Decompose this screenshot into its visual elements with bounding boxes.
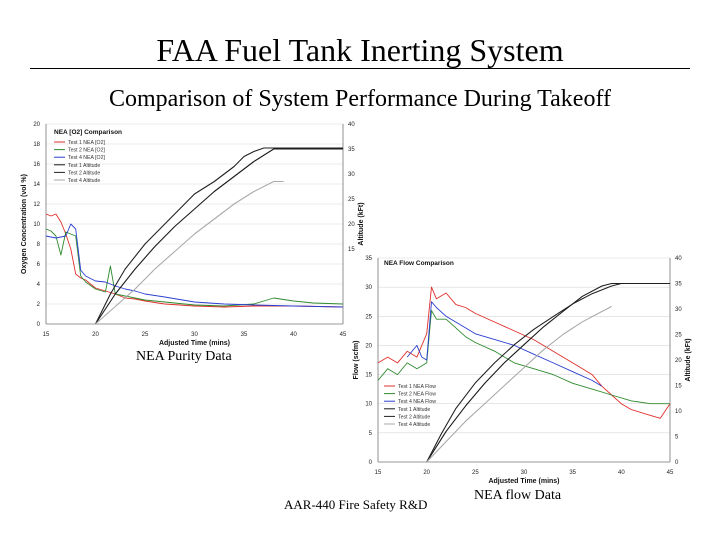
x-axis-title: Adjusted Time (mins) [488,478,559,485]
y2-tick-label: 40 [675,256,682,262]
y-axis-title: Flow (scfm) [353,341,360,380]
y-tick-label: 4 [37,282,41,288]
y2-tick-label: 20 [675,358,682,364]
y2-tick-label: 10 [675,409,682,415]
y2-tick-label: 35 [675,282,682,288]
series-line-test-4-altitude [426,306,612,463]
y2-tick-label: 20 [348,222,355,228]
y2-tick-label: 0 [675,460,679,466]
x-tick-label: 20 [92,332,99,338]
x-tick-label: 30 [191,332,198,338]
chart-title: NEA Flow Comparison [384,260,454,267]
y2-tick-label: 15 [675,384,682,390]
series-line-test-1-nea-o2 [45,213,344,308]
chart-group: 15 20 25 30 35 40 4505101520253035051015202530… [346,252,702,485]
x-tick-label: 25 [142,332,149,338]
y2-axis-title: Altitude (kFt) [685,338,692,381]
legend-label: Test 2 Altitude [398,414,430,420]
y2-tick-label: 35 [348,147,355,153]
series-line-test-2-nea-flow [377,310,670,405]
legend-label: Test 1 NEA Flow [398,384,436,390]
chart-group: 1520253035404502468101214161820051015202… [21,122,365,347]
x-tick-label: 30 [521,470,528,476]
slide-subtitle: Comparison of System Performance During … [109,86,611,112]
footer-text: AAR-440 Fire Safety R&D [284,497,428,512]
y-tick-label: 20 [33,122,40,128]
y-tick-label: 6 [37,262,41,268]
legend-label: Test 4 NEA [O2] [68,155,105,161]
series-line-test-2-altitude [95,147,343,325]
series-line-test-2-nea-o2 [45,228,344,307]
title-divider [30,68,690,69]
x-tick-label: 35 [569,470,576,476]
x-tick-label: 40 [618,470,625,476]
legend-label: Test 2 NEA [O2] [68,148,105,154]
y2-tick-label: 30 [348,172,355,178]
y2-tick-label: 15 [348,247,355,253]
y-tick-label: 14 [33,182,40,188]
y-axis-title: Oxygen Concentration (vol %) [21,174,28,274]
y-tick-label: 12 [33,202,40,208]
legend-label: Test 1 Altitude [68,163,100,169]
legend-label: Test 4 Altitude [68,178,100,184]
series-line-test-4-altitude [95,180,284,325]
y-tick-label: 2 [37,302,41,308]
y-tick-label: 35 [365,256,372,262]
caption-nea-flow: NEA flow Data [474,488,562,503]
legend-label: Test 4 Altitude [398,422,430,428]
y-tick-label: 25 [365,314,372,320]
legend-label: Test 4 NEA Flow [398,399,436,405]
x-tick-label: 15 [375,470,382,476]
x-axis-title: Adjusted Time (mins) [159,340,230,347]
y-tick-label: 0 [369,460,373,466]
y-tick-label: 10 [365,402,372,408]
x-tick-label: 45 [340,332,347,338]
y-tick-label: 16 [33,162,40,168]
x-tick-label: 45 [667,470,674,476]
y2-axis-title: Altitude (kFt) [358,202,365,245]
y-tick-label: 30 [365,285,372,291]
legend-label: Test 1 Altitude [398,407,430,413]
x-tick-label: 15 [43,332,50,338]
caption-nea-purity: NEA Purity Data [136,349,232,364]
series-line-test-1-nea-flow [377,286,671,419]
legend-label: Test 1 NEA [O2] [68,140,105,146]
chart-background [346,252,702,478]
y-tick-label: 5 [369,431,373,437]
y2-tick-label: 25 [675,333,682,339]
slide-title: FAA Fuel Tank Inerting System [156,32,564,68]
x-tick-label: 20 [423,470,430,476]
chart-title: NEA [O2] Comparison [54,129,122,136]
y2-tick-label: 5 [675,435,679,441]
y-tick-label: 15 [365,373,372,379]
y-tick-label: 20 [365,343,372,349]
x-tick-label: 40 [290,332,297,338]
y-tick-label: 10 [33,222,40,228]
y2-tick-label: 30 [675,307,682,313]
y-tick-label: 18 [33,142,40,148]
series-line-test-1-altitude [426,282,670,463]
y2-tick-label: 40 [348,122,355,128]
x-tick-label: 25 [472,470,479,476]
y-tick-label: 8 [37,242,41,248]
series-line-test-4-nea-flow [406,301,603,387]
legend-label: Test 2 NEA Flow [398,392,436,398]
series-line-test-2-altitude [426,282,670,463]
series-line-test-1-altitude [95,148,343,325]
x-tick-label: 35 [241,332,248,338]
y-tick-label: 0 [37,322,41,328]
legend-label: Test 2 Altitude [68,170,100,176]
y2-tick-label: 25 [348,197,355,203]
